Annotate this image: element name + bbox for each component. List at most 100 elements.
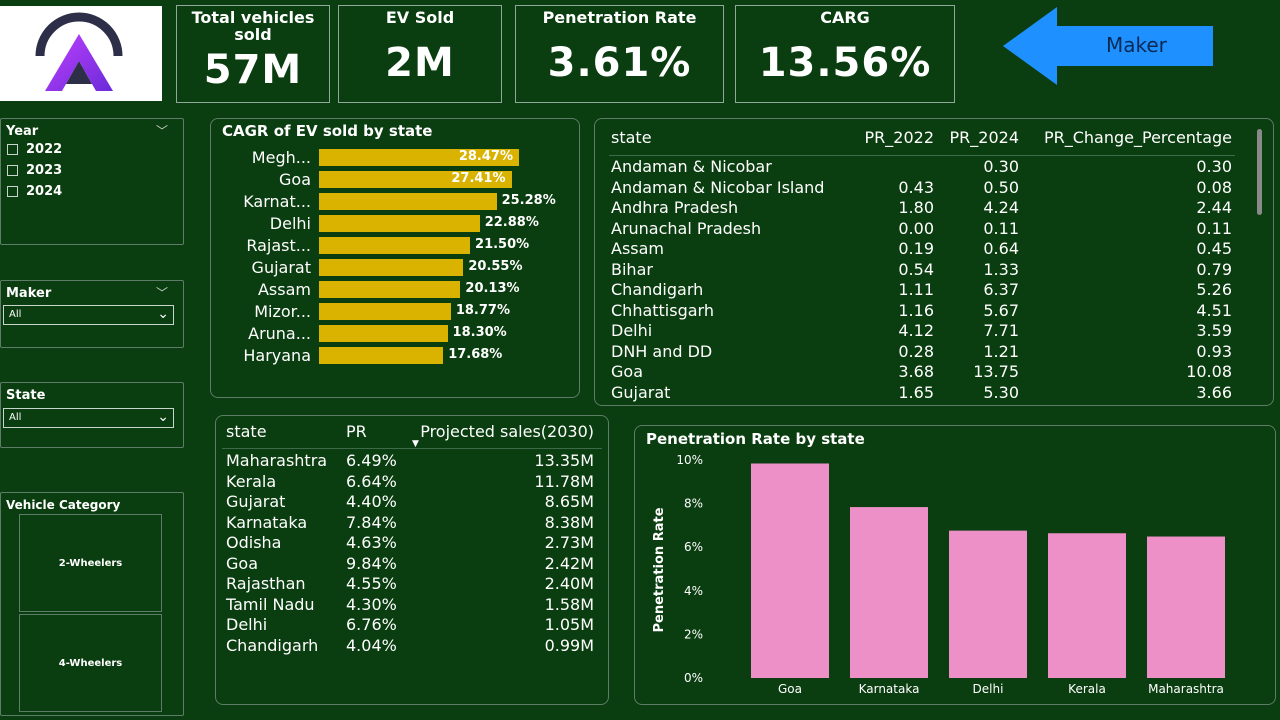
table-cell-pr: 4.04%	[346, 635, 397, 655]
pr-table-panel: state PR_2022 PR_2024 PR_Change_Percenta…	[594, 118, 1274, 406]
table-cell-pr-change: 0.93	[1196, 341, 1232, 361]
state-dropdown[interactable]: All ⌄	[3, 408, 174, 428]
table-cell-projected-sales: 0.99M	[544, 635, 594, 655]
vehicle-category-slicer: Vehicle Category 2-Wheelers 4-Wheelers	[0, 492, 184, 716]
table-row[interactable]: Chandigarh 4.04% 0.99M	[216, 636, 606, 656]
table-row[interactable]: Maharashtra 6.49% 13.35M	[216, 451, 606, 471]
table-cell-pr-2024: 7.71	[983, 321, 1019, 340]
table-row[interactable]: DNH and DD 0.28 1.21 0.93	[595, 342, 1245, 362]
table-row[interactable]: Andhra Pradesh 1.80 4.24 2.44	[595, 198, 1245, 218]
table-row[interactable]: Andaman & Nicobar Island 0.43 0.50 0.08	[595, 178, 1245, 198]
projection-table-panel: state PR Projected sales(2030) ▼ Maharas…	[215, 415, 609, 705]
table-row[interactable]: Kerala 6.64% 11.78M	[216, 472, 606, 492]
table-cell-state: Goa	[611, 362, 643, 381]
table-row[interactable]: Rajasthan 4.55% 2.40M	[216, 574, 606, 594]
checkbox[interactable]	[7, 144, 18, 155]
tile-4-wheelers[interactable]: 4-Wheelers	[19, 614, 162, 712]
kpi-value: 2M	[385, 40, 455, 86]
table-cell-pr-change: 0.79	[1196, 259, 1232, 279]
table-cell-pr: 6.64%	[346, 471, 397, 491]
cagr-bar[interactable]	[319, 148, 519, 166]
table-row[interactable]: Goa 9.84% 2.42M	[216, 554, 606, 574]
year-option-2023[interactable]: 2023	[7, 163, 62, 178]
table-cell-pr-change: 0.11	[1196, 218, 1232, 238]
column-header-pr[interactable]: PR	[346, 422, 367, 441]
cagr-data-label: 27.41%	[451, 171, 506, 186]
table-row[interactable]: Delhi 4.12 7.71 3.59	[595, 321, 1245, 341]
kpi-value: 13.56%	[758, 40, 932, 86]
cagr-category-label: Aruna...	[248, 324, 311, 343]
table-cell-projected-sales: 1.05M	[544, 615, 594, 634]
vehicle-category-title: Vehicle Category	[6, 498, 121, 512]
kpi-title: Penetration Rate	[542, 8, 697, 27]
tile-2-wheelers[interactable]: 2-Wheelers	[19, 514, 162, 612]
cagr-bar[interactable]	[319, 346, 444, 364]
scrollbar-thumb[interactable]	[1257, 129, 1262, 215]
chevron-down-icon[interactable]: ﹀	[156, 286, 169, 300]
table-row[interactable]: Chandigarh 1.11 6.37 5.26	[595, 280, 1245, 300]
table-cell-pr-2022: 0.00	[898, 218, 934, 238]
cagr-bar[interactable]	[319, 258, 464, 276]
tile-label: 4-Wheelers	[58, 657, 123, 669]
table-cell-pr: 7.84%	[346, 512, 397, 532]
bar[interactable]	[1147, 536, 1225, 678]
table-cell-pr-2024: 0.64	[983, 239, 1019, 258]
column-header-pr-2022[interactable]: PR_2022	[864, 128, 934, 147]
table-row[interactable]: Chhattisgarh 1.16 5.67 4.51	[595, 301, 1245, 321]
bar[interactable]	[850, 507, 928, 678]
table-row[interactable]: Odisha 4.63% 2.73M	[216, 533, 606, 553]
table-cell-projected-sales: 11.78M	[534, 471, 594, 491]
cagr-bar[interactable]	[319, 302, 451, 320]
table-cell-pr: 9.84%	[346, 553, 397, 573]
column-header-pr-change[interactable]: PR_Change_Percentage	[1043, 128, 1232, 147]
table-cell-pr-2022: 4.12	[898, 321, 934, 340]
chevron-down-icon: ⌄	[157, 409, 169, 425]
table-row[interactable]: Tamil Nadu 4.30% 1.58M	[216, 595, 606, 615]
table-cell-pr-2024: 0.11	[983, 218, 1019, 238]
table-row[interactable]: Assam 0.19 0.64 0.45	[595, 239, 1245, 259]
chevron-down-icon[interactable]: ﹀	[156, 124, 169, 138]
table-row[interactable]: Gujarat 4.40% 8.65M	[216, 492, 606, 512]
year-slicer-title: Year	[6, 124, 39, 139]
checkbox[interactable]	[7, 186, 18, 197]
sort-descending-icon[interactable]: ▼	[412, 439, 419, 449]
table-row[interactable]: Karnataka 7.84% 8.38M	[216, 513, 606, 533]
bar[interactable]	[751, 463, 829, 678]
table-row[interactable]: Delhi 6.76% 1.05M	[216, 615, 606, 635]
column-header-projected-sales[interactable]: Projected sales(2030)	[420, 422, 594, 441]
cagr-category-label: Assam	[257, 280, 311, 299]
cagr-bar[interactable]	[319, 170, 512, 188]
bar[interactable]	[949, 530, 1027, 678]
table-row[interactable]: Bihar 0.54 1.33 0.79	[595, 260, 1245, 280]
year-option-2024[interactable]: 2024	[7, 184, 62, 199]
table-row[interactable]: Goa 3.68 13.75 10.08	[595, 362, 1245, 382]
table-cell-state: Andhra Pradesh	[611, 198, 739, 217]
cagr-data-label: 18.77%	[455, 303, 510, 318]
cagr-bar[interactable]	[319, 214, 480, 232]
table-cell-pr-2022: 1.11	[898, 280, 934, 299]
column-header-state[interactable]: state	[226, 422, 267, 441]
table-cell-pr-change: 0.45	[1196, 239, 1232, 258]
penetration-chart-title: Penetration Rate by state	[646, 430, 865, 448]
table-cell-state: DNH and DD	[611, 341, 713, 361]
table-cell-state: Assam	[611, 239, 665, 258]
cagr-bar[interactable]	[319, 280, 461, 298]
cagr-bar[interactable]	[319, 324, 448, 342]
x-tick-label: Delhi	[973, 682, 1004, 696]
table-row[interactable]: Andaman & Nicobar 0.30 0.30	[595, 157, 1245, 177]
maker-dropdown[interactable]: All ⌄	[3, 305, 174, 325]
maker-nav-button[interactable]: Maker	[1003, 7, 1215, 85]
cagr-data-label: 17.68%	[448, 347, 503, 362]
cagr-bar[interactable]	[319, 192, 497, 210]
column-header-pr-2024[interactable]: PR_2024	[949, 128, 1019, 147]
year-option-2022[interactable]: 2022	[7, 142, 62, 157]
bar[interactable]	[1048, 533, 1126, 678]
column-header-state[interactable]: state	[611, 128, 652, 147]
checkbox[interactable]	[7, 165, 18, 176]
table-cell-pr-2022: 0.43	[898, 177, 934, 197]
kpi-ev-sold: EV Sold 2M	[338, 5, 502, 103]
table-row[interactable]: Gujarat 1.65 5.30 3.66	[595, 383, 1245, 403]
cagr-bar[interactable]	[319, 236, 471, 254]
table-row[interactable]: Arunachal Pradesh 0.00 0.11 0.11	[595, 219, 1245, 239]
table-cell-projected-sales: 1.58M	[544, 594, 594, 614]
